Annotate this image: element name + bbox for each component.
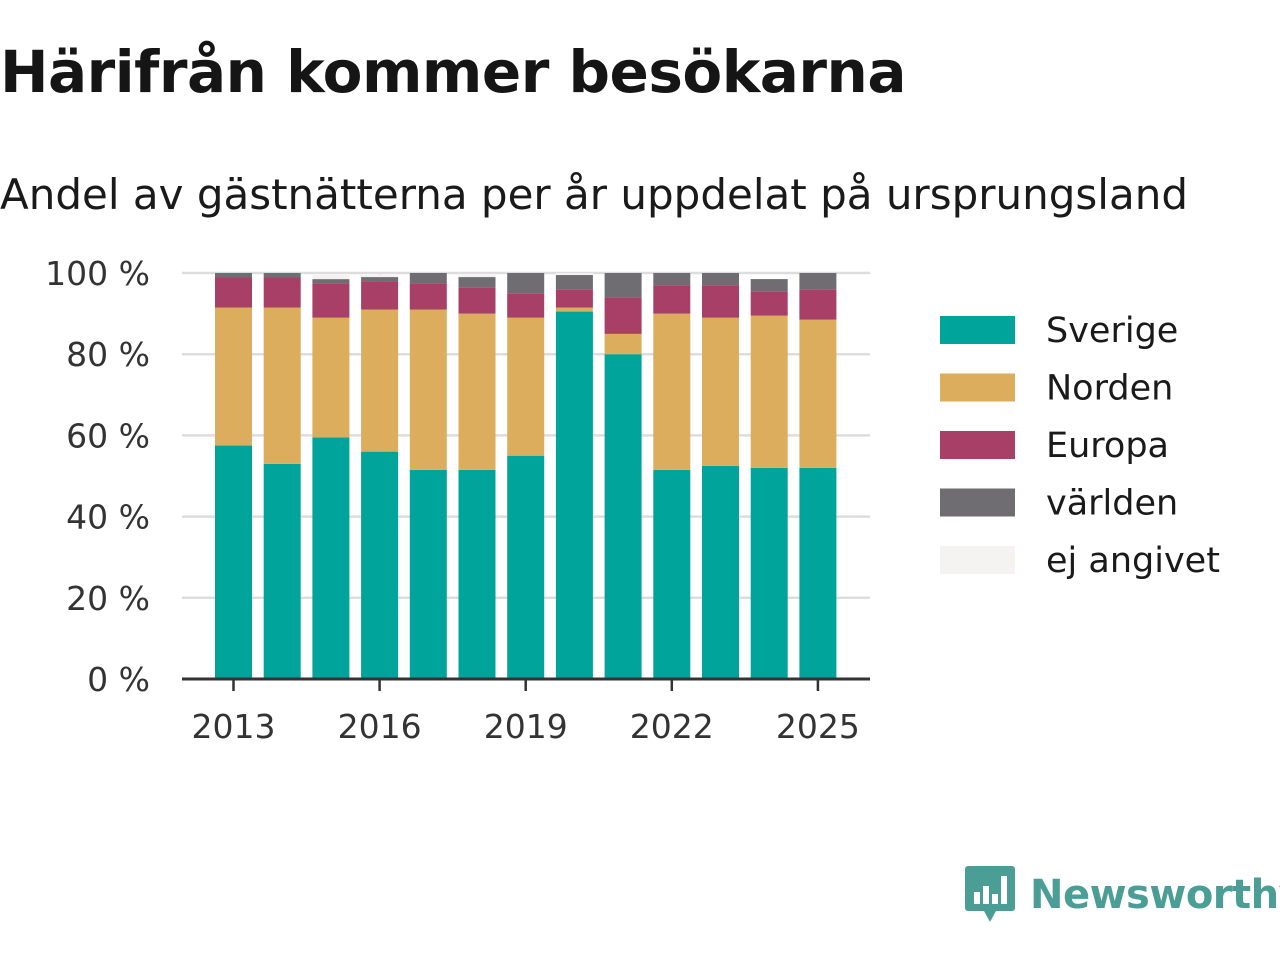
bar-segment-världen-2016 [361,277,399,282]
bar-segment-ej-angivet-2015 [312,275,350,280]
bar-segment-norden-2025 [799,319,837,468]
bar-segment-sverige-2025 [799,467,837,679]
legend-label-sverige: Sverige [1046,311,1178,351]
brand-logo: Newsworthy [964,864,1280,926]
bar-segment-norden-2018 [458,313,496,470]
bar-segment-världen-2017 [409,273,447,284]
bar-segment-europa-2019 [507,293,545,318]
bar-segment-världen-2015 [312,279,350,284]
bar-segment-världen-2013 [215,273,252,278]
bar-segment-norden-2016 [361,309,399,452]
y-tick-label: 0 % [87,660,150,699]
bar-segment-europa-2024 [750,291,788,316]
bar-segment-världen-2019 [507,273,545,294]
bar-segment-norden-2019 [507,317,545,456]
bar-segment-norden-2013 [215,307,252,446]
bar-segment-världen-2024 [750,279,788,292]
bar-segment-sverige-2021 [604,354,642,679]
bar-segment-sverige-2024 [750,467,788,679]
x-tick-label: 2013 [192,707,276,746]
bar-segment-norden-2017 [409,309,447,470]
x-tick-label: 2016 [338,707,422,746]
bar-segment-världen-2022 [653,273,691,286]
bar-segment-norden-2024 [750,315,788,468]
bar-chart-speech-bubble-icon [965,866,1015,922]
bar-segment-sverige-2020 [555,311,593,679]
y-tick-label: 100 % [45,254,150,293]
bar-segment-europa-2020 [555,289,593,308]
bar-segment-europa-2022 [653,285,691,314]
bar-segment-världen-2025 [799,273,837,290]
x-tick-label: 2025 [776,707,860,746]
brand-name: Newsworthy [1030,872,1280,918]
bar-segment-sverige-2018 [458,469,496,679]
chart-title: Härifrån kommer besökarna [0,38,906,106]
bar-segment-sverige-2015 [312,437,350,679]
bar-segment-världen-2020 [555,275,593,290]
bar-segment-norden-2023 [702,317,739,466]
bar-segment-norden-2014 [263,307,301,464]
x-tick-label: 2019 [484,707,568,746]
legend-label-ej-angivet: ej angivet [1046,541,1220,581]
bar-segment-sverige-2013 [215,445,252,679]
bar-segment-norden-2021 [604,333,642,355]
bar-segment-sverige-2023 [702,465,739,679]
legend-label-världen: världen [1046,484,1178,524]
bar-segment-ej-angivet-2020 [555,273,593,276]
x-tick-label: 2022 [630,707,714,746]
y-tick-label: 60 % [66,416,150,455]
bar-segment-sverige-2019 [507,455,545,679]
legend-swatch-världen [940,488,1015,517]
legend-swatch-norden [940,373,1015,402]
bar-segment-europa-2025 [799,289,837,320]
legend-swatch-ej-angivet [940,546,1015,574]
legend-label-norden: Norden [1046,369,1173,409]
bar-segment-europa-2014 [263,277,301,308]
bar-segment-europa-2021 [604,297,642,334]
bar-segment-sverige-2022 [653,469,691,679]
bar-segment-europa-2023 [702,285,739,318]
y-tick-label: 20 % [66,579,150,618]
bar-segment-världen-2014 [263,273,301,278]
bar-segment-europa-2017 [409,283,447,310]
bar-segment-norden-2022 [653,313,691,470]
y-tick-label: 80 % [66,335,150,374]
bar-segment-norden-2015 [312,317,350,438]
legend-swatch-europa [940,431,1015,459]
bar-segment-världen-2021 [604,273,642,298]
legend-swatch-sverige [940,316,1015,344]
bar-segment-norden-2020 [555,307,593,312]
bar-segment-ej-angivet-2018 [458,275,496,278]
bar-segment-europa-2015 [312,283,350,318]
y-tick-label: 40 % [66,498,150,537]
bar-segment-världen-2018 [458,277,496,288]
bar-segment-ej-angivet-2016 [361,275,399,278]
chart-subtitle: Andel av gästnätterna per år uppdelat på… [0,170,1188,219]
legend-label-europa: Europa [1046,426,1169,466]
bar-segment-världen-2023 [702,273,739,286]
bar-segment-sverige-2016 [361,451,399,679]
bar-segment-sverige-2017 [409,469,447,679]
bar-segment-europa-2016 [361,281,399,310]
bar-segment-sverige-2014 [263,463,301,679]
bar-segment-europa-2018 [458,287,496,314]
bar-segment-europa-2013 [215,277,252,308]
